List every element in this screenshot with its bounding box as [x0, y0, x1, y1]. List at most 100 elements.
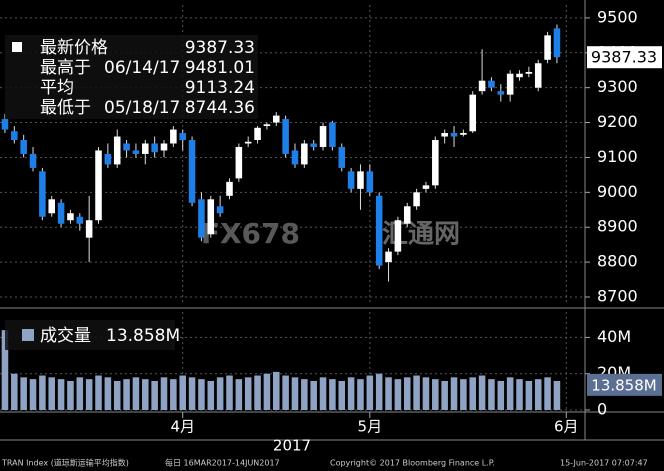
- x-axis-year: 2017: [273, 437, 311, 455]
- volume-bar: [85, 379, 93, 410]
- volume-bar: [488, 379, 495, 410]
- candle-body: [1, 119, 9, 130]
- legend-label: 平均: [40, 78, 74, 98]
- volume-bar: [347, 377, 355, 410]
- candle-body: [291, 150, 299, 165]
- candle-body: [403, 206, 411, 224]
- last-price-label: 9387.33: [591, 48, 657, 67]
- volume-bar: [310, 380, 317, 410]
- y-tick-label: 0: [597, 400, 607, 419]
- candle-body: [488, 80, 495, 88]
- volume-bar: [235, 379, 243, 410]
- y-tick-label: 9100: [597, 147, 638, 166]
- volume-bar: [301, 379, 308, 410]
- volume-bar: [422, 377, 430, 410]
- volume-bar: [57, 379, 65, 410]
- candle-body: [394, 220, 402, 252]
- candle-body: [310, 143, 317, 147]
- volume-bar: [329, 379, 336, 410]
- candle-body: [188, 140, 196, 203]
- volume-bar: [160, 377, 168, 410]
- candle-body: [85, 220, 93, 238]
- candle-body: [254, 127, 261, 140]
- candle-body: [104, 153, 112, 165]
- candle-body: [11, 131, 18, 140]
- volume-bar: [254, 375, 261, 410]
- volume-bar: [226, 375, 233, 410]
- candle-body: [516, 73, 523, 78]
- x-tick-label: 4月: [170, 418, 195, 436]
- volume-bar: [506, 377, 514, 410]
- legend-box: [5, 35, 258, 119]
- candle-body: [544, 35, 551, 60]
- legend-label: 最新价格: [40, 38, 108, 58]
- volume-bar: [516, 379, 523, 410]
- candle-body: [179, 133, 186, 140]
- volume-bar: [179, 375, 186, 410]
- watermark: FX678: [201, 217, 300, 250]
- y-tick-label: 40M: [597, 327, 631, 346]
- volume-bar: [385, 377, 392, 410]
- legend-value: 13.858M: [106, 326, 180, 346]
- volume-bar: [170, 379, 177, 410]
- volume-bar: [48, 377, 56, 410]
- volume-bar: [207, 380, 215, 410]
- x-tick-label: 6月: [554, 418, 579, 436]
- y-tick-label: 8800: [597, 252, 638, 271]
- legend-value: 9113.24: [185, 78, 255, 98]
- volume-bar: [375, 373, 383, 410]
- candle-body: [216, 206, 224, 214]
- volume-bar: [497, 380, 505, 410]
- candle-body: [329, 122, 336, 147]
- candle-body: [357, 171, 364, 189]
- x-tick-label: 5月: [358, 418, 383, 436]
- candle-body: [319, 126, 327, 147]
- volume-bar: [142, 379, 149, 410]
- volume-bar: [76, 377, 84, 410]
- legend-value: 9387.33: [185, 38, 255, 58]
- volume-bar: [95, 375, 102, 410]
- y-tick-label: 9300: [597, 77, 638, 96]
- volume-bar: [67, 380, 74, 410]
- footer-text: Copyright© 2017 Bloomberg Finance L.P.: [330, 459, 495, 468]
- volume-bar: [216, 377, 224, 410]
- volume-bar: [357, 379, 364, 410]
- footer-text: TRAN Index (道琼斯运输平均指数): [1, 458, 129, 468]
- volume-bar: [11, 373, 18, 410]
- footer-text: 每日 16MAR2017-14JUN2017: [165, 458, 280, 468]
- legend-date: 06/14/17: [104, 58, 180, 78]
- volume-bar: [29, 379, 37, 410]
- legend-label: 成交量: [40, 326, 91, 346]
- legend-label: 最高于: [40, 58, 91, 78]
- volume-bar: [534, 379, 542, 410]
- candle-body: [198, 199, 205, 238]
- volume-bar: [366, 375, 374, 410]
- volume-bar: [291, 377, 299, 410]
- volume-bar: [123, 379, 130, 410]
- candle-body: [95, 150, 102, 221]
- candle-body: [76, 216, 84, 224]
- candle-body: [413, 192, 420, 207]
- y-tick-label: 9500: [597, 7, 638, 26]
- y-tick-label: 9000: [597, 182, 638, 201]
- candle-body: [160, 143, 168, 151]
- volume-bar: [113, 380, 121, 410]
- volume-bar: [553, 380, 561, 410]
- legend-value: 9481.01: [185, 58, 255, 78]
- volume-bar: [394, 379, 402, 410]
- candle-body: [432, 140, 439, 186]
- volume-bar: [188, 377, 196, 410]
- candle-body: [48, 199, 56, 214]
- candle-body: [123, 143, 130, 151]
- volume-bar: [151, 380, 158, 410]
- candle-body: [450, 133, 458, 137]
- candle-body: [170, 129, 177, 144]
- volume-bar: [20, 377, 27, 410]
- volume-bar: [104, 377, 112, 410]
- volume-bar: [450, 377, 458, 410]
- volume-bar: [525, 380, 533, 410]
- candle-body: [151, 143, 158, 153]
- candle-body: [282, 119, 289, 154]
- volume-bar: [272, 371, 280, 410]
- candle-body: [301, 143, 308, 165]
